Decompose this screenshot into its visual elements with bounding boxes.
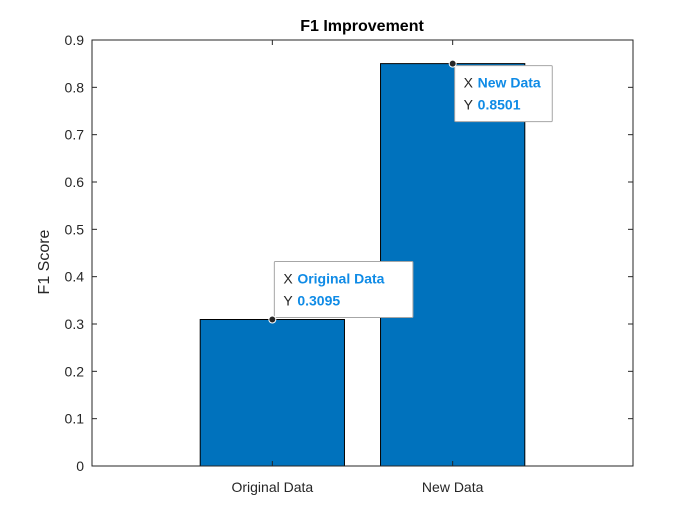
datatip-marker[interactable] — [268, 315, 277, 324]
datatip-y-value: 0.3095 — [297, 293, 340, 309]
y-tick-label: 0.7 — [65, 127, 85, 143]
datatip-y-key: Y — [283, 293, 293, 309]
y-tick-label: 0.3 — [65, 316, 85, 332]
datatip-y-value: 0.8501 — [478, 97, 521, 113]
x-tick-label: New Data — [422, 479, 484, 495]
datatip-y-key: Y — [464, 97, 474, 113]
y-tick-label: 0.2 — [65, 363, 85, 379]
datatip-box — [273, 261, 414, 319]
axes-box — [91, 39, 634, 467]
y-tick-label: 0 — [76, 458, 84, 474]
datatip-x-value: Original Data — [297, 271, 384, 287]
datatip-x-key: X — [283, 271, 293, 287]
axes-group — [91, 39, 634, 467]
y-tick-label: 0.1 — [65, 411, 85, 427]
y-tick-label: 0.5 — [65, 221, 85, 237]
ticks-group: 0 0.1 0.2 0.3 0.4 0.5 0.6 0.7 0.8 0.9 Original Dat… — [65, 32, 633, 495]
bar-original-data[interactable] — [199, 319, 345, 467]
y-tick-label: 0.9 — [65, 32, 85, 48]
datatip-x-value: New Data — [478, 75, 541, 91]
y-tick-label: 0.8 — [65, 79, 85, 95]
datatip-marker[interactable] — [448, 59, 457, 68]
y-axis-label: F1 Score — [36, 229, 53, 294]
chart-title: F1 Improvement — [300, 18, 424, 35]
y-tick-label: 0.4 — [65, 269, 85, 285]
datatip-x-key: X — [464, 75, 474, 91]
x-tick-label: Original Data — [231, 479, 313, 495]
y-tick-label: 0.6 — [65, 174, 85, 190]
datatip-box — [454, 65, 553, 123]
